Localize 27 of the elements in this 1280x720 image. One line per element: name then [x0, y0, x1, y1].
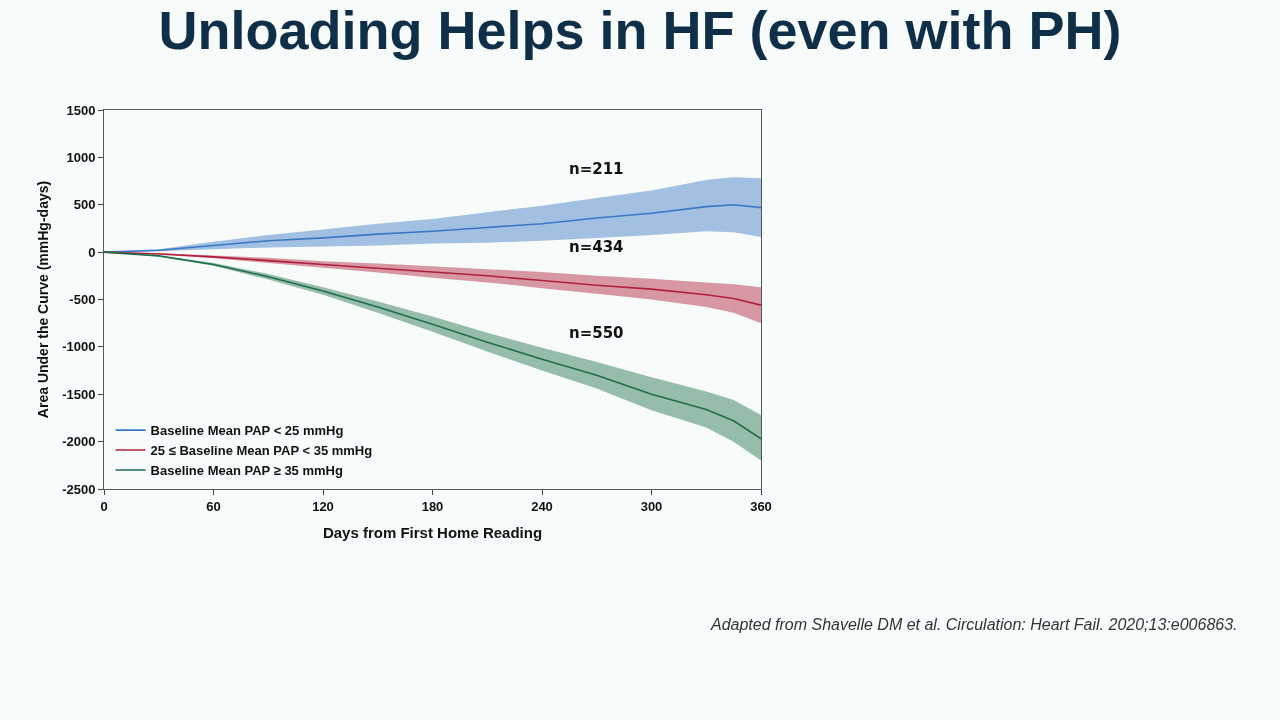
y-tick-label: -1500 — [62, 386, 96, 402]
x-axis-title: Days from First Home Reading — [322, 523, 543, 541]
x-tick-label: 0 — [100, 498, 108, 514]
x-tick-label: 60 — [206, 498, 221, 514]
annotation: n=211 — [569, 160, 624, 178]
x-tick-label: 300 — [640, 498, 663, 514]
line-series — [104, 251, 761, 306]
y-tick-label: 500 — [73, 197, 96, 213]
legend-label: Baseline Mean PAP < 25 mmHg — [150, 423, 344, 439]
y-tick-label: 0 — [88, 244, 96, 260]
legend-label: 25 ≤ Baseline Mean PAP < 35 mmHg — [150, 443, 373, 459]
y-tick-label: -500 — [69, 292, 96, 308]
y-tick-label: -2500 — [62, 481, 96, 497]
annotation: n=434 — [569, 238, 624, 256]
x-tick-label: 120 — [312, 498, 334, 514]
x-tick-label: 360 — [750, 498, 772, 514]
y-tick-label: 1000 — [66, 149, 96, 165]
y-tick-label: 1500 — [66, 102, 96, 118]
y-tick-label: -2000 — [62, 434, 96, 450]
y-axis-title: Area Under the Curve (mmHg-days) — [34, 180, 51, 419]
text: Adapted from Shavelle DM et al. Circulation: Heart Fail. 2020;13:e006863. — [710, 616, 1238, 633]
x-tick-label: 240 — [531, 498, 553, 514]
annotation: n=550 — [569, 324, 624, 342]
legend-label: Baseline Mean PAP ≥ 35 mmHg — [150, 463, 343, 479]
x-tick-label: 180 — [421, 498, 444, 514]
y-tick-label: -1000 — [62, 339, 96, 355]
chart-title: Unloading Helps in HF (even with PH) — [158, 0, 1122, 60]
